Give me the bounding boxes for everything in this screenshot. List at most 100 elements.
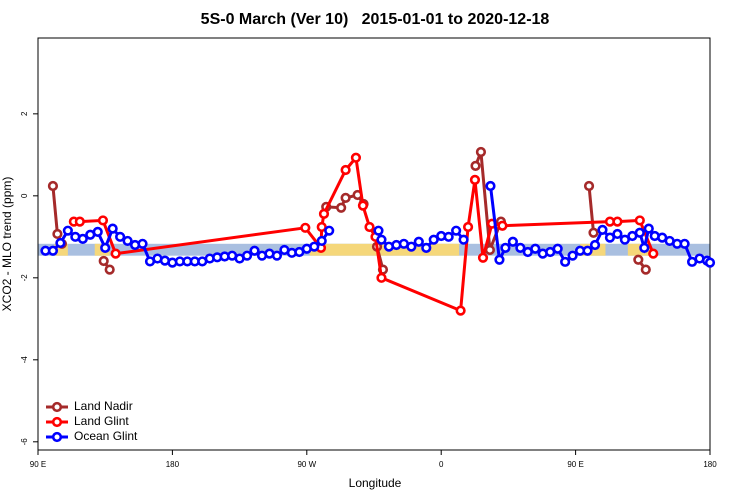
point [560,256,571,267]
point [530,243,541,254]
point [122,235,133,247]
point [428,234,439,245]
legend-marker [51,416,63,428]
point [357,200,369,211]
x-tick-label: 0 [439,460,444,469]
point [567,250,578,261]
point [604,232,616,243]
point [92,226,103,238]
point [477,252,489,263]
point [634,227,645,238]
chart-title: 5S-0 March (Ver 10) 2015-01-01 to 2020-1… [201,11,550,28]
y-tick-label: 2 [20,111,29,116]
point [455,305,466,316]
land-patch [580,243,606,256]
legend-label: Ocean Glint [74,429,138,443]
point [376,234,387,245]
point [583,180,595,192]
point [47,245,59,256]
x-tick-label: 90 E [30,460,46,469]
point [515,242,526,253]
legend-marker [51,431,63,443]
land-patch [54,243,68,256]
point [55,237,66,249]
point [47,180,59,192]
x-tick-label: 90 E [567,460,583,469]
x-tick-label: 180 [166,460,180,469]
point [340,192,351,203]
point [110,248,121,259]
point [52,228,63,240]
x-tick-label: 180 [703,460,717,469]
point [494,254,505,265]
point [373,225,384,236]
point [582,245,593,256]
point [62,225,73,236]
point [458,234,469,245]
point [443,231,454,242]
point [249,245,260,256]
point [469,174,481,185]
point [640,264,651,275]
point [98,255,109,267]
land-patch [309,243,460,256]
point [77,233,88,244]
point [552,243,563,254]
point [475,146,487,158]
point [309,241,320,252]
legend-marker [51,401,63,413]
point [376,272,387,283]
point [589,239,601,251]
y-axis-label: XCO2 - MLO trend (ppm) [0,177,14,312]
point [100,242,111,253]
point [679,238,690,249]
point [318,208,330,219]
x-axis-label: Longitude [349,476,402,490]
point [704,257,716,268]
point [643,223,654,234]
point [364,221,375,233]
legend-label: Land Glint [74,414,129,428]
point [104,264,115,275]
point [597,224,608,235]
point [612,228,623,240]
point [485,180,496,192]
y-tick-label: 0 [20,193,29,198]
point [421,242,432,253]
point [324,225,335,236]
point [340,164,351,176]
point [316,221,327,233]
point [588,227,599,238]
plot-frame [37,37,711,451]
point [612,216,623,227]
point [507,236,518,247]
point [619,234,630,245]
y-tick-label: -2 [20,274,29,282]
point [648,248,659,259]
series-line [73,154,655,313]
point [300,222,311,233]
y-tick-label: -6 [20,438,29,446]
point [316,235,327,247]
point [137,238,148,249]
point [497,220,508,231]
legend-label: Land Nadir [74,399,133,413]
point [241,250,253,261]
point [97,215,109,226]
point [500,242,511,253]
point [634,215,645,226]
point [336,202,347,213]
point [413,236,424,247]
point [633,254,644,265]
point [350,152,362,163]
point [406,241,417,252]
x-tick-label: 90 W [297,460,316,469]
y-tick-label: -4 [20,356,29,364]
point [462,221,474,233]
point [107,223,118,234]
point [115,231,126,242]
point [451,225,462,236]
point [271,250,283,261]
point [74,216,85,227]
